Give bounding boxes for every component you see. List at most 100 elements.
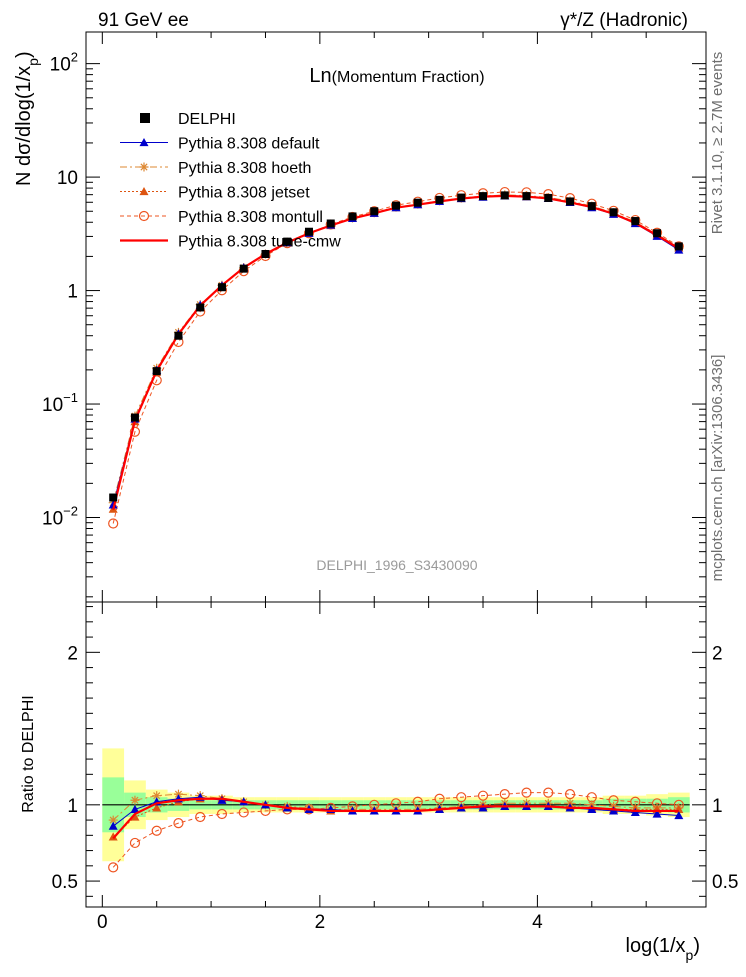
ratio-series-marker — [152, 791, 162, 801]
y-axis-label-sub: p — [25, 58, 41, 66]
y-tick-label: 10−2 — [42, 503, 78, 529]
data-point — [109, 493, 118, 502]
legend-label: Pythia 8.308 tune-cmw — [178, 234, 341, 251]
legend-marker — [138, 210, 150, 222]
ratio-frame — [85, 601, 707, 908]
ratio-series-marker — [499, 789, 510, 800]
ratio-series-marker — [674, 811, 684, 820]
data-point — [435, 195, 444, 204]
data-point — [457, 193, 466, 202]
legend: DELPHI Pythia 8.308 default Pythia 8.308 h… — [120, 111, 341, 251]
data-point — [522, 192, 531, 201]
series-marker — [108, 500, 118, 509]
mcplots-label: mcplots.cern.ch [arXiv:1306.3436] — [709, 355, 726, 582]
ratio-series-marker — [173, 789, 183, 799]
ratio-tick-label: 2 — [67, 643, 78, 664]
y-axis-label: N dσ/dlog(1/xp) — [13, 51, 41, 186]
ratio-series-marker — [477, 790, 489, 801]
ratio-series-marker — [652, 809, 662, 818]
data-points-layer — [109, 191, 683, 502]
legend-marker — [140, 113, 150, 123]
data-point — [304, 227, 313, 236]
data-point — [130, 413, 139, 422]
ratio-tick-label-right: 0.5 — [712, 872, 738, 893]
y-tick-label: 10 — [57, 168, 78, 189]
ratio-series-marker — [238, 807, 249, 818]
x-axis-label-close: ) — [693, 935, 700, 957]
ratio-series-marker — [108, 832, 118, 841]
y-tick-label: 102 — [50, 50, 78, 76]
ratio-series-line — [112, 797, 679, 840]
ratio-y-axis-label: Ratio to DELPHI — [20, 695, 37, 812]
ratio-series-marker — [456, 792, 467, 803]
legend-label: Pythia 8.308 default — [178, 136, 320, 153]
legend-label: Pythia 8.308 montull — [178, 209, 323, 226]
data-point — [326, 219, 335, 228]
chart-title: Ln(Momentum Fraction) — [309, 65, 484, 87]
x-tick-label: 2 — [315, 912, 326, 933]
series-marker — [108, 518, 119, 529]
header-left-title: 91 GeV ee — [98, 10, 189, 31]
data-point — [479, 192, 488, 201]
ratio-series-layer — [108, 787, 684, 873]
y-axis-label-main: N dσ/dlog(1/x — [13, 66, 35, 186]
ratio-series-marker — [216, 808, 228, 820]
data-point — [413, 198, 422, 207]
ratio-series-marker — [108, 815, 118, 825]
x-axis-label: log(1/xp) — [626, 935, 701, 963]
rivet-label: Rivet 3.1.10, ≥ 2.7M events — [709, 52, 726, 235]
ratio-series-marker — [543, 787, 554, 798]
data-point — [239, 264, 248, 273]
data-point — [370, 207, 379, 216]
legend-label: Pythia 8.308 hoeth — [178, 160, 311, 177]
ratio-series-marker — [173, 818, 184, 829]
y-tick-label: 10−1 — [42, 390, 78, 416]
legend-item: Pythia 8.308 montull — [120, 209, 323, 226]
ratio-series-marker — [195, 811, 206, 823]
ratio-series-marker — [130, 804, 140, 813]
ratio-series-marker — [521, 787, 532, 798]
ratio-tick-label-right: 1 — [712, 796, 723, 817]
data-point — [348, 212, 357, 221]
ratio-series-marker — [564, 789, 576, 800]
data-point — [674, 242, 683, 251]
ratio-series-marker — [108, 862, 119, 873]
ratio-series-marker — [130, 812, 140, 821]
ratio-series-marker — [129, 837, 141, 849]
data-point — [587, 202, 596, 211]
x-axis-label-sub: p — [686, 947, 694, 963]
legend-item: Pythia 8.308 tune-cmw — [120, 234, 341, 251]
series-marker — [129, 426, 141, 437]
axes-layer: 0 2 4 10−2 10−1 1 10 102 0.5 0.5 1 1 2 2 — [42, 32, 738, 933]
ratio-series-marker — [152, 803, 162, 812]
legend-label: Pythia 8.308 jetset — [178, 185, 310, 202]
ratio-tick-label: 1 — [67, 796, 78, 817]
legend-item: DELPHI — [140, 111, 236, 128]
y-tick-label: 1 — [67, 282, 78, 303]
ratio-series-marker — [130, 795, 140, 805]
legend-item: Pythia 8.308 jetset — [120, 185, 310, 202]
legend-item: Pythia 8.308 default — [120, 136, 320, 153]
data-point — [566, 197, 575, 206]
data-point — [392, 201, 400, 210]
data-point — [196, 303, 205, 312]
data-point — [500, 191, 509, 200]
chart-title-main: Ln — [309, 65, 331, 87]
data-point — [217, 283, 226, 292]
legend-marker — [139, 162, 149, 172]
legend-marker — [139, 138, 149, 147]
ratio-tick-label: 0.5 — [52, 872, 78, 893]
data-point — [653, 229, 662, 238]
ratio-series-marker — [434, 793, 445, 804]
ratio-series-marker — [108, 821, 118, 830]
chart-title-sub: (Momentum Fraction) — [332, 69, 485, 86]
legend-item: Pythia 8.308 hoeth — [120, 160, 311, 177]
analysis-label: DELPHI_1996_S3430090 — [316, 557, 477, 573]
data-point — [544, 193, 553, 202]
data-point — [609, 208, 618, 217]
legend-marker — [139, 187, 149, 196]
x-axis-label-main: log(1/x — [626, 935, 686, 957]
header-right-title: γ*/Z (Hadronic) — [560, 10, 688, 31]
data-point — [174, 331, 183, 340]
